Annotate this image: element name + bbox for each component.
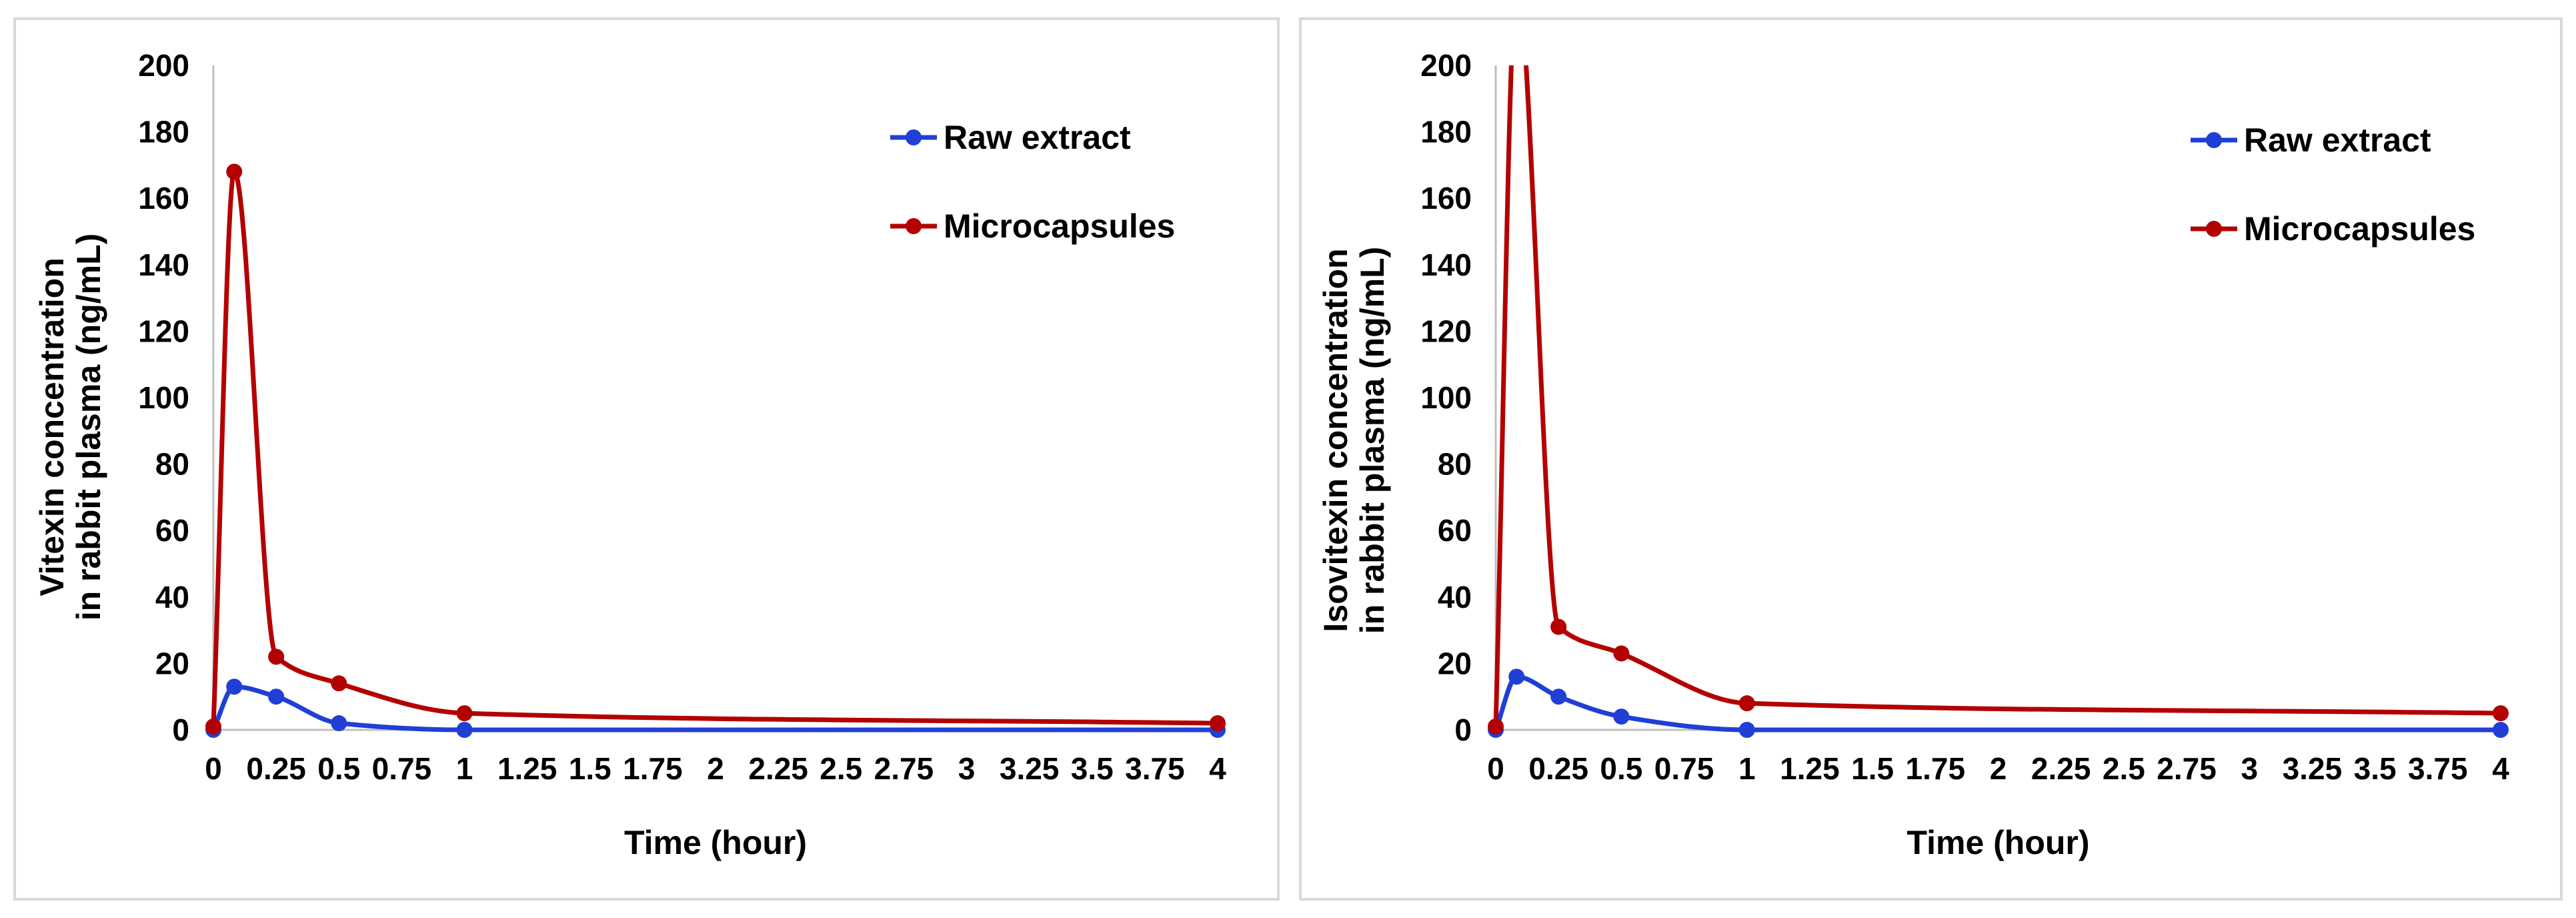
data-point-micro — [331, 675, 347, 692]
y-tick-label: 100 — [1420, 380, 1472, 415]
x-tick-label: 2.5 — [820, 751, 862, 786]
data-point-micro — [1738, 695, 1755, 712]
y-tick-label: 160 — [138, 181, 189, 215]
x-tick-label: 0.25 — [1528, 751, 1588, 786]
data-point-micro — [268, 648, 285, 665]
x-tick-label: 0.25 — [246, 751, 306, 786]
x-tick-label: 2 — [1990, 751, 2007, 786]
x-tick-label: 1.25 — [1780, 751, 1840, 786]
plot-area — [205, 163, 1226, 738]
x-tick-label: 3.5 — [2354, 751, 2397, 786]
y-tick-label: 100 — [138, 380, 189, 415]
x-tick-label: 2.5 — [2103, 751, 2145, 786]
legend-label-micro: Microcapsules — [2244, 210, 2475, 248]
x-tick-label: 2.75 — [874, 751, 934, 786]
y-axis-title: Isovitexin concentration — [1317, 248, 1354, 632]
y-tick-label: 0 — [172, 713, 189, 747]
x-tick-label: 2.75 — [2157, 751, 2217, 786]
x-tick-label: 0 — [205, 751, 222, 786]
y-axis-title: in rabbit plasma (ng/mL) — [1354, 247, 1391, 634]
x-tick-label: 0.75 — [1654, 751, 1714, 786]
data-point-micro — [205, 719, 221, 735]
data-point-raw — [1613, 709, 1630, 725]
legend-label-raw: Raw extract — [2244, 121, 2431, 159]
y-tick-label: 40 — [1438, 580, 1472, 614]
x-tick-label: 2.25 — [748, 751, 808, 786]
data-point-micro — [1210, 715, 1226, 732]
x-tick-label: 3 — [2241, 751, 2258, 786]
x-tick-label: 3.25 — [2283, 751, 2343, 786]
x-tick-label: 0.75 — [372, 751, 432, 786]
x-tick-label: 1.25 — [497, 751, 557, 786]
legend-label-raw: Raw extract — [944, 119, 1131, 156]
y-axis-title: Vitexin concentration — [33, 258, 71, 596]
y-tick-label: 200 — [138, 48, 189, 83]
x-tick-label: 3 — [958, 751, 976, 786]
y-tick-label: 200 — [1420, 48, 1472, 83]
data-point-raw — [1550, 688, 1567, 705]
x-tick-label: 4 — [1209, 751, 1226, 786]
data-point-raw — [331, 715, 347, 732]
x-tick-label: 3.5 — [1071, 751, 1114, 786]
legend-marker-micro — [2206, 221, 2222, 237]
x-tick-label: 0 — [1487, 751, 1504, 786]
x-tick-label: 1 — [1738, 751, 1756, 786]
legend-marker-raw — [2206, 132, 2222, 148]
legend-marker-raw — [906, 129, 922, 145]
data-point-raw — [2493, 722, 2509, 738]
legend-marker-micro — [906, 218, 922, 234]
series-line-raw — [211, 684, 1218, 733]
x-tick-label: 1.75 — [1906, 751, 1966, 786]
y-tick-label: 80 — [1438, 447, 1472, 482]
data-point-micro — [2493, 705, 2509, 722]
data-point-micro — [1550, 618, 1567, 635]
x-tick-label: 1 — [456, 751, 473, 786]
legend-label-micro: Microcapsules — [944, 207, 1175, 245]
y-tick-label: 140 — [138, 248, 189, 282]
data-point-raw — [456, 722, 473, 738]
x-tick-label: 3.75 — [2408, 751, 2468, 786]
chart-panel-1: 0 20 40 60 80 100 120 140 160 180 200 0 0.25 0.5 0.75 1… — [13, 17, 1280, 901]
x-tick-label: 1.5 — [1851, 751, 1894, 786]
y-tick-label: 120 — [138, 314, 189, 348]
x-tick-label: 3.75 — [1125, 751, 1185, 786]
x-tick-label: 1.75 — [623, 751, 683, 786]
y-tick-label: 20 — [1438, 646, 1472, 680]
y-tick-label: 140 — [1420, 248, 1472, 282]
x-tick-label: 4 — [2492, 751, 2509, 786]
x-axis-title: Time (hour) — [624, 824, 807, 861]
y-tick-label: 60 — [155, 513, 189, 548]
data-point-raw — [268, 688, 285, 705]
y-tick-label: 160 — [1420, 181, 1472, 215]
y-tick-label: 60 — [1438, 513, 1472, 548]
y-tick-label: 120 — [1420, 314, 1472, 348]
y-tick-label: 180 — [138, 115, 189, 149]
x-tick-label: 2.25 — [2031, 751, 2091, 786]
data-point-raw — [1508, 668, 1525, 685]
x-tick-label: 2 — [707, 751, 724, 786]
x-tick-label: 3.25 — [1000, 751, 1060, 786]
y-tick-label: 80 — [155, 447, 189, 482]
data-point-micro — [1488, 719, 1504, 735]
data-point-micro — [226, 163, 243, 180]
y-tick-label: 0 — [1454, 713, 1472, 747]
chart-panel-2: 0 20 40 60 80 100 120 140 160 180 200 0 0.25 0.5 0.75 1… — [1299, 17, 2563, 901]
x-axis-title: Time (hour) — [1906, 824, 2089, 861]
data-point-raw — [226, 678, 243, 695]
plot-area — [1488, 65, 2509, 738]
y-tick-label: 40 — [155, 580, 189, 614]
y-tick-label: 20 — [155, 646, 189, 680]
y-tick-label: 180 — [1420, 115, 1472, 149]
panel-frame — [13, 17, 1280, 901]
x-tick-label: 0.5 — [317, 751, 360, 786]
data-point-raw — [1738, 722, 1755, 738]
y-axis-title: in rabbit plasma (ng/mL) — [70, 234, 107, 621]
data-point-micro — [1613, 645, 1630, 662]
x-tick-label: 0.5 — [1600, 751, 1642, 786]
x-tick-label: 1.5 — [569, 751, 611, 786]
data-point-micro — [456, 705, 473, 722]
